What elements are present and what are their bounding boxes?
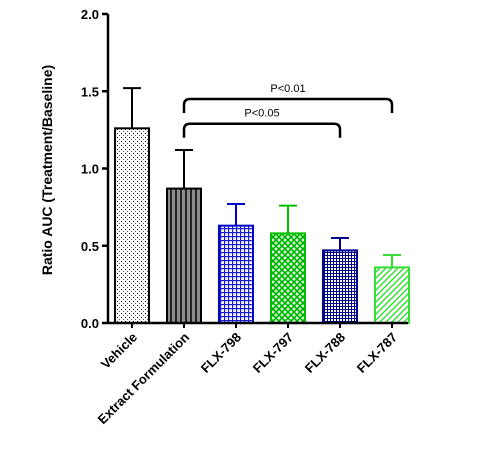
bar-flx-797 <box>270 232 306 324</box>
x-tick-label: Vehicle <box>98 330 140 372</box>
x-tick-label: FLX-788 <box>302 330 348 376</box>
x-tick-label: Extract Formulation <box>95 329 192 426</box>
y-tick-label: 0.0 <box>81 316 99 331</box>
bar-flx-788 <box>322 249 358 324</box>
error-bars-group <box>123 87 401 268</box>
significance-annotations: P<0.01 P<0.05 <box>182 83 394 138</box>
x-tick-label: FLX-798 <box>198 330 244 376</box>
x-tick-label: FLX-797 <box>250 330 296 376</box>
y-tick-label: 1.5 <box>81 84 99 99</box>
y-tick-label: 1.0 <box>81 162 99 177</box>
significance-label: P<0.05 <box>244 108 279 120</box>
significance-bracket <box>182 97 394 113</box>
y-tick-label: 2.0 <box>81 7 99 22</box>
significance-label: P<0.01 <box>270 83 305 95</box>
bar-vehicle <box>114 127 150 324</box>
x-tick-label: FLX-787 <box>354 330 400 376</box>
significance-bracket <box>182 122 342 138</box>
y-axis: 0.0 0.5 1.0 1.5 2.0 <box>81 7 110 331</box>
y-axis-label: Ratio AUC (Treatment/Baseline) <box>39 65 55 275</box>
bar-flx-798 <box>218 224 254 324</box>
y-tick-label: 0.5 <box>81 239 99 254</box>
bar-flx-787 <box>374 266 410 325</box>
bar-extract-formulation <box>166 187 202 324</box>
bars-group <box>114 127 410 325</box>
